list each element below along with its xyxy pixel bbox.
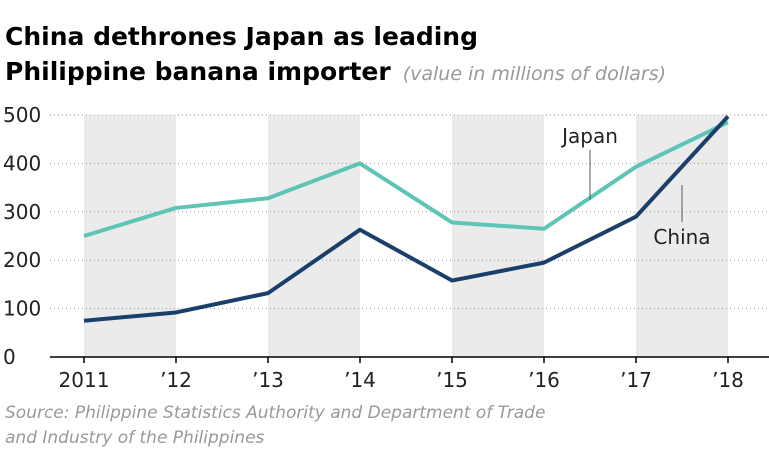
chart-title: Philippine banana importer xyxy=(5,57,391,86)
source: and Industry of the Philippines xyxy=(5,428,265,448)
chart-subtitle: (value in millions of dollars) xyxy=(403,63,666,85)
y-tick-label: 100 xyxy=(3,297,41,321)
source: Source: Philippine Statistics Authority … xyxy=(5,403,545,423)
x-tick-label: ’18 xyxy=(712,368,744,392)
x-tick-label: ’12 xyxy=(160,368,192,392)
band xyxy=(452,115,544,357)
band xyxy=(636,115,728,357)
band xyxy=(268,115,360,357)
y-tick-label: 400 xyxy=(3,151,41,175)
series-label: Japan xyxy=(560,124,618,148)
x-tick-label: ’16 xyxy=(528,368,560,392)
x-tick-label: ’14 xyxy=(344,368,376,392)
y-tick-label: 500 xyxy=(3,103,41,127)
x-tick-label: ’13 xyxy=(252,368,284,392)
series-label: China xyxy=(653,225,710,249)
x-tick-label: ’15 xyxy=(436,368,468,392)
line xyxy=(83,120,729,238)
y-tick-label: 200 xyxy=(3,248,41,272)
x-tick-label: ’17 xyxy=(620,368,652,392)
chart-title: China dethrones Japan as leading xyxy=(5,22,478,51)
y-tick-label: 0 xyxy=(3,345,16,369)
line xyxy=(83,115,730,323)
y-tick-label: 300 xyxy=(3,200,41,224)
x-tick-label: 2011 xyxy=(59,368,110,392)
